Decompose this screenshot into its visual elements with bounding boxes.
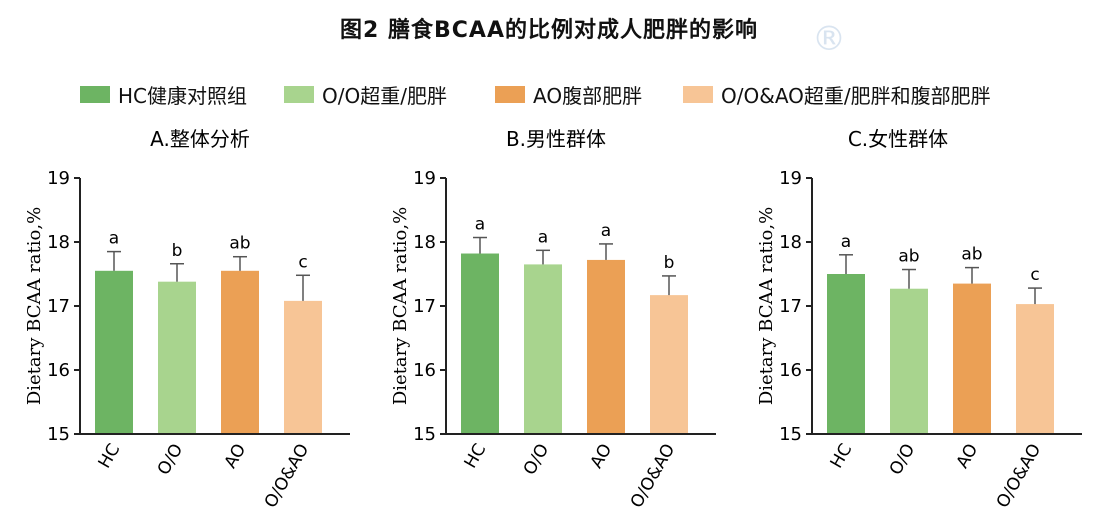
figure-title: 图2 膳食BCAA的比例对成人肥胖的影响 [340, 18, 758, 43]
chart-1-bar-o-o-ao [284, 300, 322, 434]
chart-2-significance-label: a [538, 227, 548, 247]
chart-3-bar-ao [953, 283, 991, 434]
legend-item-oo: O/O超重/肥胖 [284, 80, 447, 108]
chart-2-y-tick-label: 17 [413, 296, 436, 317]
legend-label-hc: HC健康对照组 [118, 83, 248, 108]
chart-3-y-axis-label: Dietary BCAA ratio,% [756, 207, 777, 405]
legend-item-ao: AO腹部肥胖 [495, 80, 642, 108]
chart-1-y-axis-label: Dietary BCAA ratio,% [24, 207, 45, 405]
chart-2-x-tick-label: AO [587, 441, 617, 472]
chart-3-y-tick-label: 15 [779, 424, 802, 445]
chart-2-significance-label: a [475, 215, 485, 235]
chart-1-significance-label: a [109, 229, 119, 249]
chart-1-x-tick-label: HC [95, 441, 125, 472]
chart-3-x-tick-label: HC [827, 441, 857, 472]
legend-swatch-hc [80, 85, 110, 103]
legend-swatch-ao [495, 85, 525, 103]
chart-3-significance-label: c [1030, 265, 1039, 285]
chart-2-y-axis-label: Dietary BCAA ratio,% [390, 207, 411, 405]
chart-2-x-tick-label: HC [461, 441, 491, 472]
chart-2-significance-label: a [601, 221, 611, 241]
chart-2-x-tick-label: O/O&AO [627, 441, 680, 512]
chart-3-y-tick-label: 16 [779, 360, 802, 381]
chart-3-y-tick-label: 17 [779, 296, 802, 317]
chart-2-bar-ao [587, 259, 625, 434]
legend-item-hc: HC健康对照组 [80, 80, 247, 108]
chart-2-y-tick-label: 19 [413, 168, 436, 189]
chart-2-title: B.男性群体 [506, 127, 606, 151]
legend: HC健康对照组 O/O超重/肥胖 AO腹部肥胖 O/O&AO超重/肥胖和腹部肥胖 [0, 80, 1098, 108]
chart-2-bar-o-o-ao [650, 295, 688, 434]
chart-1-x-tick-label: O/O&AO [261, 441, 314, 512]
chart-2-y-tick-label: 15 [413, 424, 436, 445]
legend-item-ooao: O/O&AO超重/肥胖和腹部肥胖 [683, 80, 991, 108]
chart-2-significance-label: b [664, 253, 675, 273]
chart-1-significance-label: b [172, 241, 183, 261]
legend-swatch-oo [284, 85, 314, 103]
chart-3-significance-label: a [841, 232, 851, 252]
chart-3-y-tick-label: 18 [779, 232, 802, 253]
chart-1-significance-label: ab [229, 234, 250, 254]
chart-2-x-tick-label: O/O [520, 441, 554, 479]
legend-label-ao: AO腹部肥胖 [533, 83, 643, 108]
chart-1-significance-label: c [298, 252, 307, 272]
chart-3-x-tick-label: O/O [886, 441, 920, 479]
chart-1-x-tick-label: O/O [154, 441, 188, 479]
chart-1-y-tick-label: 16 [47, 360, 70, 381]
chart-3-y-tick-label: 19 [779, 168, 802, 189]
chart-3-significance-label: ab [961, 245, 982, 265]
chart-2-bar-o-o [524, 264, 562, 434]
chart-1-bar-hc [95, 270, 133, 434]
chart-3-bar-o-o-ao [1016, 304, 1054, 434]
chart-1-y-tick-label: 19 [47, 168, 70, 189]
legend-label-ooao: O/O&AO超重/肥胖和腹部肥胖 [721, 83, 991, 108]
chart-1-y-tick-label: 17 [47, 296, 70, 317]
chart-2-bar-hc [461, 253, 499, 434]
chart-2-y-tick-label: 16 [413, 360, 436, 381]
chart-1-x-tick-label: AO [221, 441, 251, 472]
chart-3-title: C.女性群体 [848, 127, 948, 151]
chart-1-y-tick-label: 15 [47, 424, 70, 445]
chart-3-bar-o-o [890, 288, 928, 434]
chart-1-bar-o-o [158, 281, 196, 434]
chart-1-bar-ao [221, 270, 259, 434]
chart-3-bar-hc [827, 274, 865, 434]
chart-2-y-tick-label: 18 [413, 232, 436, 253]
legend-label-oo: O/O超重/肥胖 [322, 83, 447, 108]
chart-3-significance-label: ab [898, 247, 919, 267]
legend-swatch-ooao [683, 85, 713, 103]
chart-1-title: A.整体分析 [150, 127, 250, 151]
chart-3-x-tick-label: O/O&AO [993, 441, 1046, 512]
chart-3-x-tick-label: AO [953, 441, 983, 472]
chart-1-y-tick-label: 18 [47, 232, 70, 253]
